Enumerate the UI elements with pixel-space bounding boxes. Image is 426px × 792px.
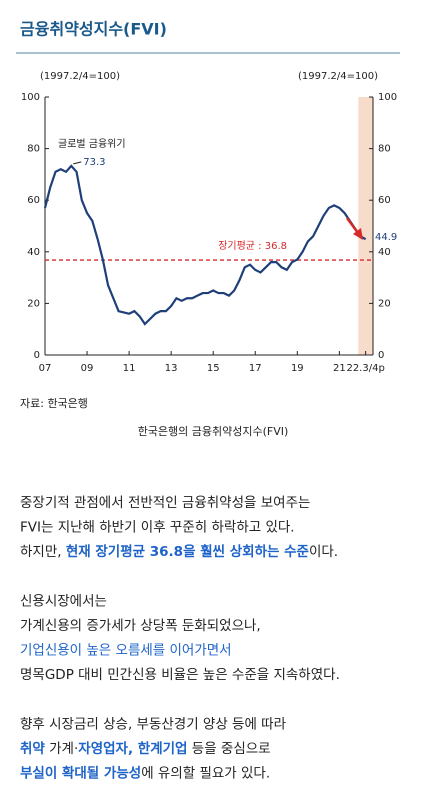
y-tick-label: 20 <box>27 298 40 309</box>
trend-arrowhead <box>353 228 363 240</box>
page-title: 금융취약성지수(FVI) <box>20 20 167 39</box>
body-line: 가계신용의 증가세가 상당폭 둔화되었으나, <box>20 618 261 634</box>
reference-label: 장기평균 : 36.8 <box>218 240 287 252</box>
text-run: 자영업자, 한계기업 <box>78 740 187 757</box>
source: 자료: 한국은행 <box>20 397 88 410</box>
text-run: 이다. <box>309 544 338 560</box>
y2-tick-label: 20 <box>378 298 391 309</box>
trend-arrow <box>345 217 360 234</box>
x-tick-label: 19 <box>291 363 304 374</box>
text-run: 등을 중심으로 <box>187 741 270 757</box>
peak-label: 73.3 <box>83 157 105 168</box>
annotation: 글로벌 금융위기 <box>58 137 126 150</box>
x-tick-label: 21 <box>333 363 346 374</box>
x-tick-label: 15 <box>207 363 220 374</box>
body-line: 향후 시장금리 상승, 부동산경기 양상 등에 따라 <box>20 717 287 733</box>
text-run: 에 유의할 필요가 있다. <box>141 766 270 782</box>
y-tick-label: 80 <box>27 144 40 155</box>
caption: 한국은행의 금융취약성지수(FVI) <box>138 424 289 438</box>
body-line: 부실이 확대될 가능성에 유의할 필요가 있다. <box>20 765 270 782</box>
body-line: 명목GDP 대비 민간신용 비율은 높은 수준을 지속하였다. <box>20 667 340 683</box>
x-tick-label: 11 <box>123 363 136 374</box>
y2-tick-label: 80 <box>378 144 391 155</box>
peak-leader <box>73 161 82 165</box>
text-run: 하지만, <box>20 544 66 560</box>
y-tick-label: 60 <box>27 195 40 206</box>
y-tick-label: 100 <box>21 92 40 103</box>
text-run: 취약 <box>20 740 45 757</box>
x-tick-label: 22.3/4p <box>346 363 384 374</box>
body-line: FVI는 지난해 하반기 이후 꾸준히 하락하고 있다. <box>20 520 295 536</box>
text-run: 명목GDP 대비 민간신용 비율은 높은 수준을 지속하였다. <box>20 667 340 683</box>
y2-axis-label: (1997.2/4=100) <box>298 71 378 82</box>
body-line: 하지만, 현재 장기평균 36.8을 훨씬 상회하는 수준이다. <box>20 543 338 560</box>
highlight-band <box>358 97 373 355</box>
y2-tick-label: 0 <box>378 350 384 361</box>
text-run: 부실이 확대될 가능성 <box>20 765 141 782</box>
body-line: 신용시장에서는 <box>20 594 107 610</box>
body-line: 기업신용이 높은 오름세를 이어가면서 <box>20 643 232 659</box>
text-run: 현재 장기평균 36.8을 훨씬 상회하는 수준 <box>66 543 310 560</box>
y-tick-label: 0 <box>34 350 40 361</box>
y-tick-label: 40 <box>27 247 40 258</box>
y-axis-label: (1997.2/4=100) <box>40 71 120 82</box>
data-line <box>43 164 367 326</box>
text-run: FVI는 지난해 하반기 이후 꾸준히 하락하고 있다. <box>20 520 295 536</box>
text-run: 향후 시장금리 상승, 부동산경기 양상 등에 따라 <box>20 717 287 733</box>
y2-tick-label: 60 <box>378 195 391 206</box>
y2-tick-label: 100 <box>378 92 397 103</box>
text-run: 가계· <box>45 741 78 757</box>
text-run: 가계신용의 증가세가 상당폭 둔화되었으나, <box>20 618 261 634</box>
text-run: 중장기적 관점에서 전반적인 금융취약성을 보여주는 <box>20 495 310 511</box>
x-tick-label: 17 <box>249 363 262 374</box>
y2-tick-label: 40 <box>378 247 391 258</box>
x-tick-label: 13 <box>165 363 178 374</box>
x-tick-label: 07 <box>39 363 52 374</box>
body-line: 중장기적 관점에서 전반적인 금융취약성을 보여주는 <box>20 495 310 511</box>
text-run: 기업신용이 높은 오름세를 이어가면서 <box>20 643 232 659</box>
body-line: 취약 가계·자영업자, 한계기업 등을 중심으로 <box>20 740 271 757</box>
last-label: 44.9 <box>375 232 397 243</box>
x-tick-label: 09 <box>81 363 94 374</box>
text-run: 신용시장에서는 <box>20 594 107 610</box>
